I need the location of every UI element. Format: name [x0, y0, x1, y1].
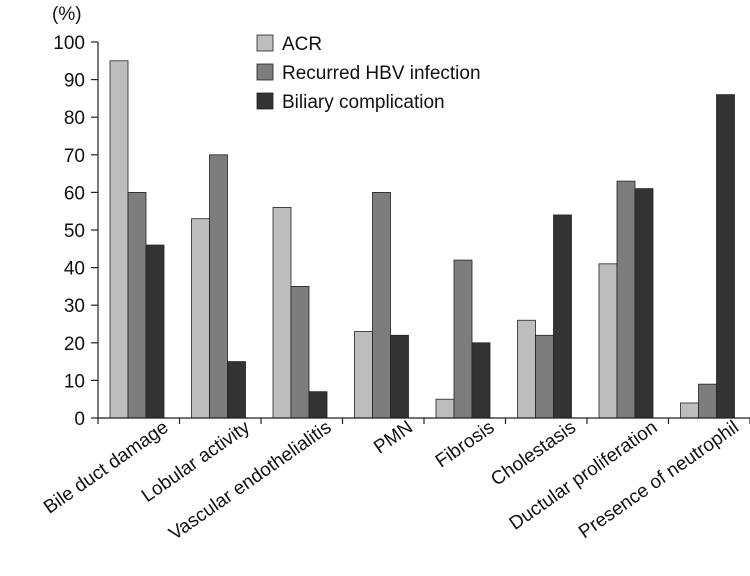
- bar-2-8: [698, 383, 717, 419]
- bar-1-1: [109, 60, 129, 419]
- category-label: PMN: [370, 417, 417, 458]
- bar-3-4: [390, 334, 409, 419]
- y-tick-label: 20: [64, 334, 85, 355]
- bar-2-4: [372, 191, 391, 419]
- bar-1-8: [680, 402, 699, 419]
- bar-3-8: [716, 94, 735, 419]
- bar-2-1: [127, 191, 147, 419]
- bar-2-6: [535, 334, 554, 419]
- y-axis-unit-label: (%): [52, 4, 82, 25]
- legend-label: Biliary complication: [282, 92, 445, 113]
- bar-3-1: [145, 244, 165, 419]
- bar-2-3: [290, 285, 310, 419]
- y-tick-label: 0: [74, 409, 85, 430]
- bar-3-3: [308, 391, 328, 419]
- bar-3-6: [553, 214, 572, 419]
- bar-2-5: [453, 259, 473, 419]
- y-tick-label: 80: [64, 108, 85, 129]
- bar-3-7: [634, 188, 654, 419]
- legend: ACR Recurred HBV infection Biliary complic…: [256, 34, 481, 113]
- legend-label: Recurred HBV infection: [282, 63, 481, 84]
- y-tick-label: 100: [53, 33, 85, 54]
- category-label: Presence of neutrophil: [575, 417, 743, 543]
- y-tick-label: 70: [64, 146, 85, 167]
- bar-1-4: [354, 331, 373, 419]
- bar-1-5: [435, 398, 455, 419]
- bar-3-5: [471, 342, 491, 419]
- y-tick-label: 30: [64, 296, 85, 317]
- legend-swatch: [256, 34, 274, 52]
- category-label: Ductular proliferation: [506, 417, 662, 535]
- y-tick-label: 90: [64, 71, 85, 92]
- y-tick-label: 50: [64, 221, 85, 242]
- y-tick-label: 10: [64, 371, 85, 392]
- category-label: Fibrosis: [432, 417, 499, 472]
- legend-swatch: [256, 92, 274, 110]
- bar-1-6: [517, 319, 536, 419]
- bar-1-7: [598, 263, 618, 419]
- bar-1-2: [191, 218, 210, 419]
- bar-3-2: [227, 361, 246, 419]
- bar-1-3: [272, 207, 292, 419]
- legend-label: ACR: [282, 34, 322, 55]
- legend-swatch: [256, 63, 274, 81]
- bar-2-2: [209, 154, 228, 419]
- bar-2-7: [616, 180, 636, 419]
- y-tick-label: 40: [64, 259, 85, 280]
- y-tick-label: 60: [64, 183, 85, 204]
